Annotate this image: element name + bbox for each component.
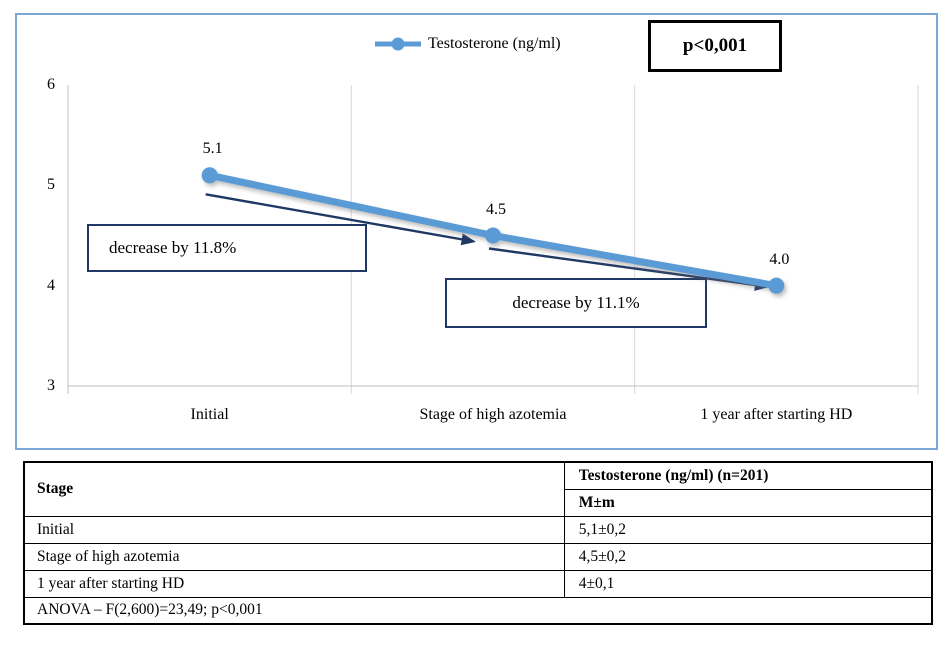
decrease-arrow (205, 193, 476, 246)
decrease-annotation-box-2: decrease by 11.1% (445, 278, 707, 328)
table-subheader-row: M±m (24, 488, 933, 517)
data-point-marker (485, 227, 501, 244)
table-row: Initial 5,1±0,2 (23, 515, 933, 544)
table-row: 1 year after starting HD 4±0,1 (23, 569, 933, 598)
table-row: Stage of high azotemia 4,5±0,2 (23, 542, 933, 571)
data-point-marker (768, 277, 785, 294)
legend-label: Testosterone (ng/ml) (428, 35, 561, 52)
p-value-box: p<0,001 (648, 20, 782, 72)
value-cell: 5,1±0,2 (563, 515, 933, 544)
header-cell-group: Testosterone (ng/ml) (n=201) (563, 461, 933, 490)
value-cell: 4±0,1 (563, 569, 933, 598)
header-cell-stage: Stage (23, 461, 565, 517)
value-cell: 4,5±0,2 (563, 542, 933, 571)
decrease-annotation-box-1: decrease by 11.8% (87, 224, 367, 272)
table-footer-row: ANOVA – F(2,600)=23,49; p<0,001 (23, 596, 933, 625)
legend-line-marker-icon (375, 37, 421, 51)
stage-cell: 1 year after starting HD (23, 569, 565, 598)
table-header-row: Stage Testosterone (ng/ml) (n=201) (23, 461, 933, 517)
header-cell-measure: M±m (563, 488, 933, 517)
stats-table: Stage Testosterone (ng/ml) (n=201) M±m I… (23, 461, 933, 625)
chart-grid (67, 85, 919, 394)
decrease-arrow (488, 247, 770, 291)
data-point-marker (201, 167, 218, 184)
chart-legend: Testosterone (ng/ml) (374, 31, 561, 57)
anova-cell: ANOVA – F(2,600)=23,49; p<0,001 (23, 596, 933, 625)
series-group (201, 167, 785, 294)
stage-cell: Initial (23, 515, 565, 544)
chart-series (201, 167, 785, 294)
stage-cell: Stage of high azotemia (23, 542, 565, 571)
chart-area: Testosterone (ng/ml) p<0,001 decrease by… (15, 13, 938, 450)
